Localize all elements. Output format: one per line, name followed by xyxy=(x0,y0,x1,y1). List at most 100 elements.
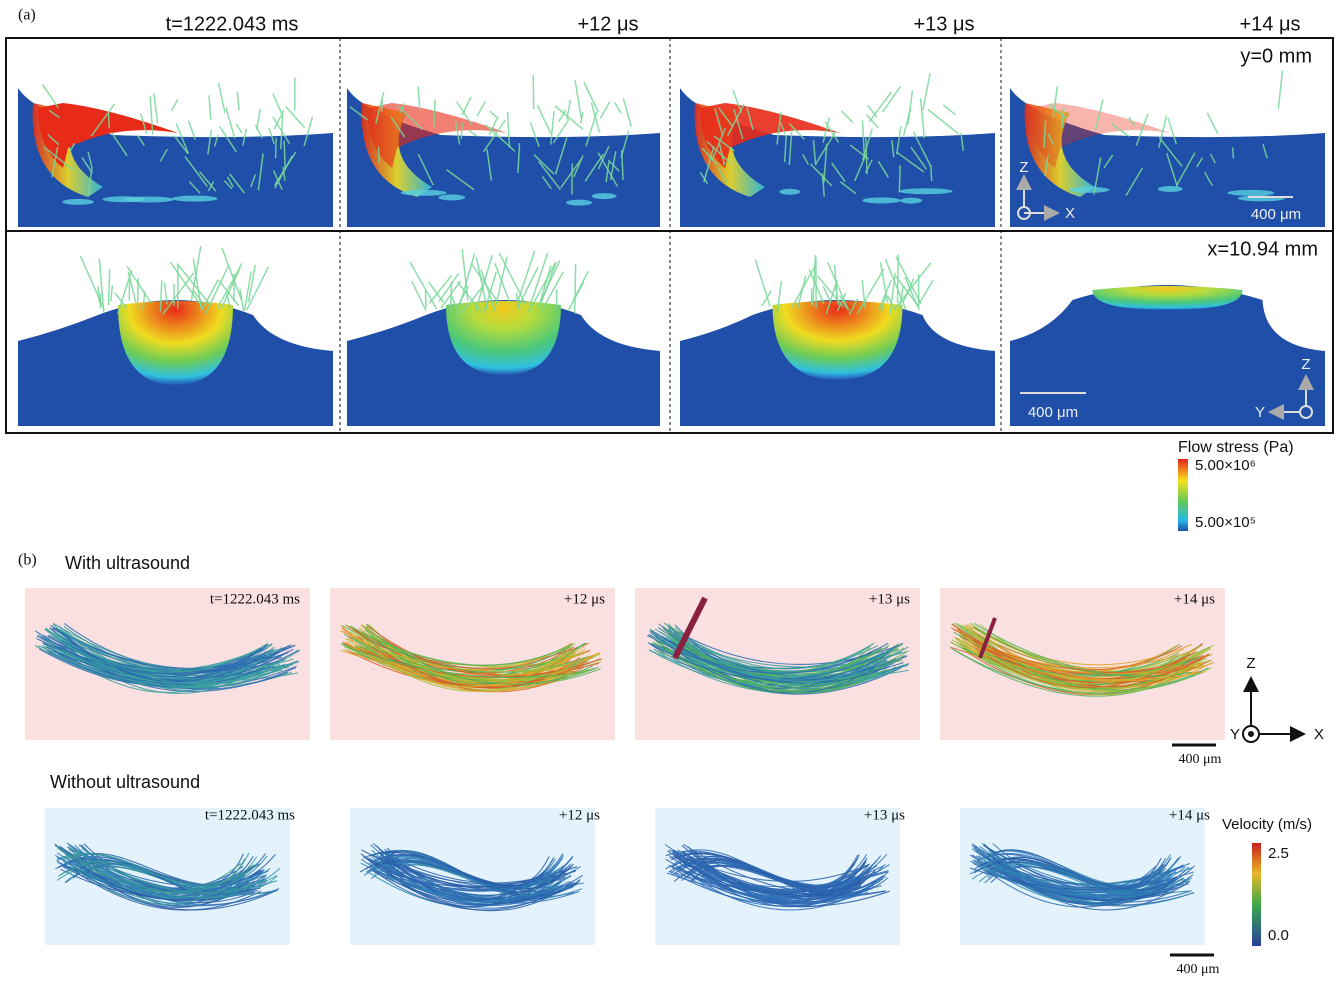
time-label: +14 μs xyxy=(1174,591,1215,607)
stress-patch xyxy=(900,198,922,204)
velocity-arrow xyxy=(284,141,285,170)
velocity-arrow xyxy=(1207,113,1217,134)
velocity-arrow xyxy=(379,146,380,163)
time-label: +12 μs xyxy=(577,13,638,35)
axis-indicator xyxy=(1243,680,1302,742)
velocity-arrow xyxy=(247,267,269,310)
time-label: +13 μs xyxy=(913,13,974,35)
velocity-arrow xyxy=(43,84,59,108)
velocity-arrow xyxy=(904,108,911,136)
velocity-arrow xyxy=(255,125,262,138)
figure: (a) t=1222.043 ms +12 μs +13 μs +14 μs y… xyxy=(0,0,1340,982)
axis-label: X xyxy=(1314,726,1324,743)
axis-label: Z xyxy=(1301,356,1310,373)
colorbar-label: 0.0 xyxy=(1268,927,1289,944)
velocity-arrow xyxy=(218,83,224,113)
stress-patch xyxy=(124,197,174,203)
stress-patch xyxy=(779,189,800,195)
velocity-arrow xyxy=(226,108,235,138)
time-label: t=1222.043 ms xyxy=(166,13,299,35)
colorbar-title: Flow stress (Pa) xyxy=(1178,439,1294,456)
panel-label: (a) xyxy=(18,7,36,24)
velocity-arrow xyxy=(189,121,196,140)
row-title: Without ultrasound xyxy=(50,772,200,792)
stress-patch xyxy=(592,193,617,199)
velocity-arrow xyxy=(209,95,211,120)
velocity-arrow xyxy=(98,287,99,304)
velocity-arrow xyxy=(899,165,900,192)
colorbar-label: 5.00×10⁶ xyxy=(1195,457,1256,474)
velocity-arrow xyxy=(575,80,581,117)
velocity-arrow xyxy=(762,291,771,306)
scale-bar-label: 400 μm xyxy=(1028,404,1078,421)
stress-patch xyxy=(172,196,217,202)
stress-patch xyxy=(862,197,901,203)
velocity-arrow xyxy=(154,93,158,123)
velocity-arrow xyxy=(842,111,853,123)
velocity-arrow xyxy=(600,102,609,119)
stress-patch xyxy=(1158,186,1183,192)
velocity-arrow xyxy=(499,253,525,304)
stress-patch xyxy=(1227,190,1274,196)
velocity-arrow xyxy=(919,280,933,303)
stress-patch xyxy=(62,199,94,205)
simulation-images xyxy=(18,71,1325,426)
scale-bar-label: 400 μm xyxy=(1251,206,1301,223)
stress-patch xyxy=(401,190,447,196)
velocity-arrow xyxy=(869,92,892,122)
row-label: y=0 mm xyxy=(1240,45,1312,67)
velocity-arrow xyxy=(623,98,631,126)
time-label: +14 μs xyxy=(1239,13,1300,35)
scale-bar-label: 400 μm xyxy=(1179,752,1222,767)
time-label: +12 μs xyxy=(559,807,600,823)
colorbar-label: 2.5 xyxy=(1268,845,1289,862)
stress-patch xyxy=(438,194,465,200)
velocity-arrow xyxy=(584,82,598,112)
velocity-arrow xyxy=(461,123,462,139)
time-label: +12 μs xyxy=(564,591,605,607)
axis-label: Y xyxy=(1230,726,1240,743)
time-label: +14 μs xyxy=(1169,807,1210,823)
velocity-arrow xyxy=(275,138,276,159)
stress-patch xyxy=(899,188,953,194)
velocity-arrow xyxy=(908,91,913,125)
velocity-arrow xyxy=(469,130,477,136)
stress-patch xyxy=(566,200,592,206)
time-label: +13 μs xyxy=(869,591,910,607)
stress-patch xyxy=(1069,187,1110,193)
velocity-arrow xyxy=(1233,147,1234,158)
row-title: With ultrasound xyxy=(65,553,190,573)
velocity-arrow xyxy=(425,291,426,308)
velocity-arrow xyxy=(273,94,281,113)
velocity-arrow xyxy=(885,259,906,310)
axis-label: Z xyxy=(1246,655,1255,672)
time-label: +13 μs xyxy=(864,807,905,823)
axis-label: Z xyxy=(1019,159,1028,176)
velocity-arrow xyxy=(237,91,239,110)
velocity-arrow xyxy=(868,105,877,117)
velocity-arrow xyxy=(418,87,420,111)
velocity-arrow xyxy=(171,99,178,111)
velocity-arrow xyxy=(477,101,485,116)
streamline-images: t=1222.043 ms +12 μs +13 μs +14 μs t=1222.04… xyxy=(25,588,1225,945)
panel-label: (b) xyxy=(18,552,37,569)
velocity-arrow xyxy=(257,109,261,130)
colorbar-title: Velocity (m/s) xyxy=(1222,816,1312,833)
velocity-arrow xyxy=(236,124,242,133)
velocity-arrow xyxy=(615,103,621,114)
colorbar xyxy=(1252,843,1261,946)
velocity-arrow xyxy=(138,278,139,309)
velocity-arrow xyxy=(943,105,955,115)
velocity-arrow xyxy=(111,285,113,301)
velocity-arrow xyxy=(755,259,770,306)
velocity-arrow xyxy=(575,264,576,314)
velocity-arrow xyxy=(1278,71,1282,109)
time-label: t=1222.043 ms xyxy=(210,591,300,607)
velocity-arrow xyxy=(923,73,930,110)
colorbar xyxy=(1178,459,1188,531)
scale-bar-label: 400 μm xyxy=(1177,962,1220,977)
time-label: t=1222.043 ms xyxy=(205,807,295,823)
velocity-arrow xyxy=(108,112,109,128)
velocity-arrow xyxy=(538,105,551,133)
velocity-arrow xyxy=(931,165,932,181)
